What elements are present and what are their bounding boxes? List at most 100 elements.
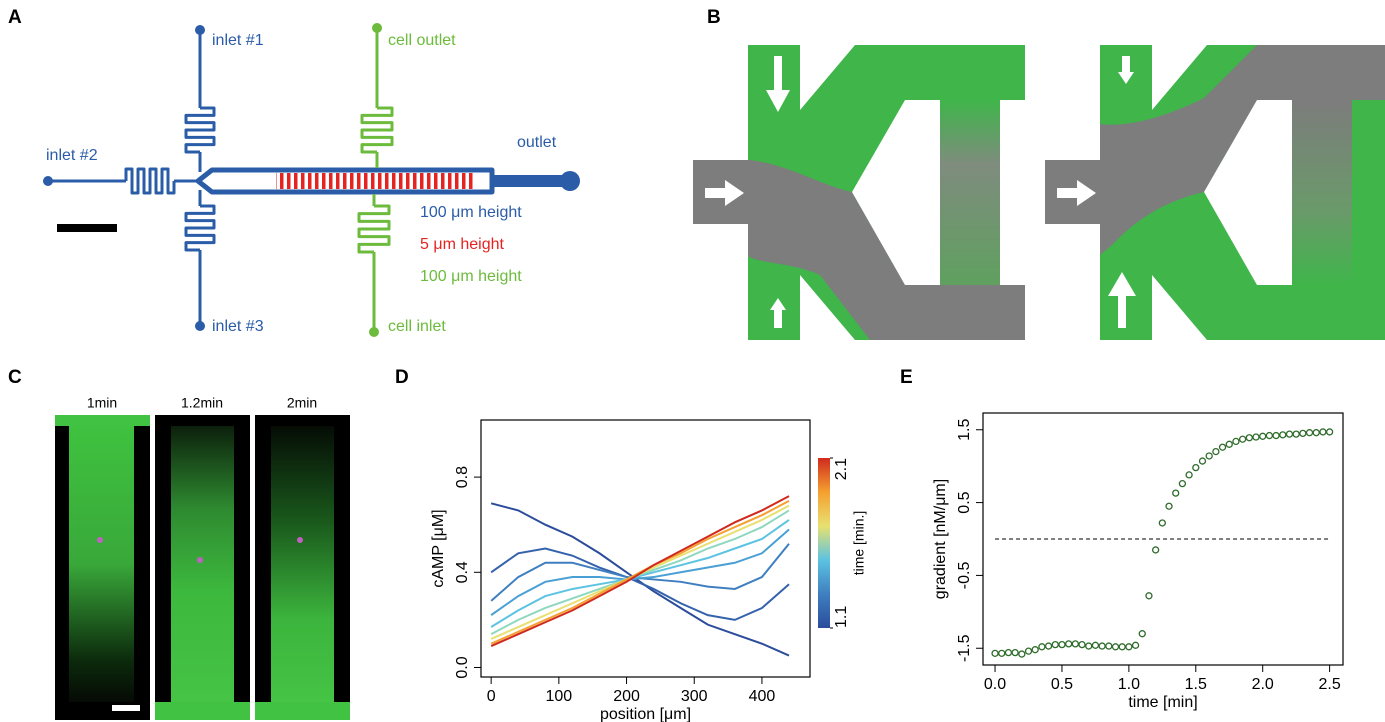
- port: [195, 25, 205, 35]
- x-tick-label: 300: [681, 688, 708, 705]
- data-point: [1220, 444, 1226, 450]
- data-point: [1005, 650, 1011, 656]
- port-label: outlet: [517, 134, 557, 151]
- data-point: [1233, 438, 1239, 444]
- flow-diagram: [693, 45, 1025, 340]
- panel-label: D: [395, 367, 409, 388]
- x-tick-label: 1.5: [1185, 676, 1207, 693]
- x-tick-label: 2.0: [1252, 676, 1274, 693]
- data-point: [1213, 449, 1219, 455]
- y-tick-label: 0.0: [454, 656, 471, 678]
- data-point: [1139, 631, 1145, 637]
- channel-image: [171, 426, 234, 702]
- port-label: inlet #3: [212, 318, 264, 335]
- port-label: inlet #2: [46, 147, 98, 164]
- x-tick-label: 0: [487, 688, 496, 705]
- x-tick-label: 200: [613, 688, 640, 705]
- data-point: [1186, 472, 1192, 478]
- data-point: [1313, 430, 1319, 436]
- data-point: [1153, 547, 1159, 553]
- y-tick-label: -0.5: [956, 562, 973, 590]
- data-point: [999, 650, 1005, 656]
- data-point: [1193, 465, 1199, 471]
- y-tick-label: -1.5: [956, 634, 973, 662]
- x-tick-label: 100: [545, 688, 572, 705]
- port: [369, 327, 379, 337]
- colorbar-tick-label: 1.1: [833, 606, 850, 628]
- height-legend: 100 μm height: [420, 204, 522, 221]
- data-point: [1119, 644, 1125, 650]
- data-point: [1099, 643, 1105, 649]
- y-tick-label: 0.5: [956, 491, 973, 513]
- meander: [362, 108, 392, 152]
- data-point: [1032, 647, 1038, 653]
- data-point: [1199, 458, 1205, 464]
- colorbar-tick-label: 2.1: [833, 458, 850, 480]
- data-point: [1293, 431, 1299, 437]
- data-point: [1246, 435, 1252, 441]
- chip-schematic: [43, 23, 580, 337]
- channel-image: [271, 426, 334, 702]
- plot-frame: [481, 420, 810, 677]
- data-point: [1280, 432, 1286, 438]
- data-point: [1079, 642, 1085, 648]
- data-point: [1273, 433, 1279, 439]
- data-point: [1173, 490, 1179, 496]
- cell: [297, 537, 303, 543]
- data-point: [1260, 433, 1266, 439]
- data-point: [1112, 644, 1118, 650]
- data-point: [1320, 429, 1326, 435]
- port: [560, 171, 580, 191]
- data-point: [1019, 651, 1025, 657]
- channel-image: [255, 702, 350, 720]
- channel-image: [69, 426, 134, 702]
- port: [43, 176, 53, 186]
- data-point: [1039, 644, 1045, 650]
- colorbar: [818, 458, 830, 628]
- data-point: [1052, 642, 1058, 648]
- data-point: [1307, 430, 1313, 436]
- data-point: [1066, 641, 1072, 647]
- x-tick-label: 1.0: [1118, 676, 1140, 693]
- timepoint-label: 2min: [287, 395, 317, 411]
- data-point: [992, 650, 998, 656]
- data-point: [1046, 643, 1052, 649]
- flow-diagram: [1045, 45, 1385, 340]
- panel-label: A: [8, 7, 22, 28]
- height-legend: 100 μm height: [420, 268, 522, 285]
- gradient-channel: [940, 100, 1000, 285]
- data-point: [1072, 641, 1078, 647]
- port-label: cell outlet: [388, 32, 456, 49]
- timepoint-label: 1.2min: [181, 395, 223, 411]
- x-tick-label: 0.0: [984, 676, 1006, 693]
- x-tick-label: 400: [749, 688, 776, 705]
- micrographs: [55, 415, 350, 720]
- data-point: [1266, 433, 1272, 439]
- timepoint-label: 1min: [87, 395, 117, 411]
- data-point: [1026, 648, 1032, 654]
- height-legend: 5 μm height: [420, 236, 504, 253]
- meander: [186, 108, 214, 152]
- data-line: [491, 503, 789, 655]
- colorbar-label: time [min.]: [851, 511, 867, 576]
- wall: [1000, 100, 1025, 285]
- data-point: [1126, 644, 1132, 650]
- x-axis-label: time [min]: [1128, 694, 1197, 711]
- x-tick-label: 2.5: [1318, 676, 1340, 693]
- cell: [97, 537, 103, 543]
- data-point: [1226, 441, 1232, 447]
- cell-chamber: [276, 173, 476, 189]
- data-point: [1240, 436, 1246, 442]
- data-point: [1146, 593, 1152, 599]
- y-tick-label: 0.4: [454, 561, 471, 583]
- port-label: cell inlet: [388, 318, 446, 335]
- data-point: [1166, 503, 1172, 509]
- cell: [197, 557, 203, 563]
- y-tick-label: 1.5: [956, 419, 973, 441]
- panel-label: B: [707, 7, 721, 28]
- plot-frame: [983, 413, 1343, 665]
- data-point: [1253, 434, 1259, 440]
- x-tick-label: 0.5: [1051, 676, 1073, 693]
- meander: [126, 169, 174, 193]
- gradient-channel: [1292, 100, 1352, 285]
